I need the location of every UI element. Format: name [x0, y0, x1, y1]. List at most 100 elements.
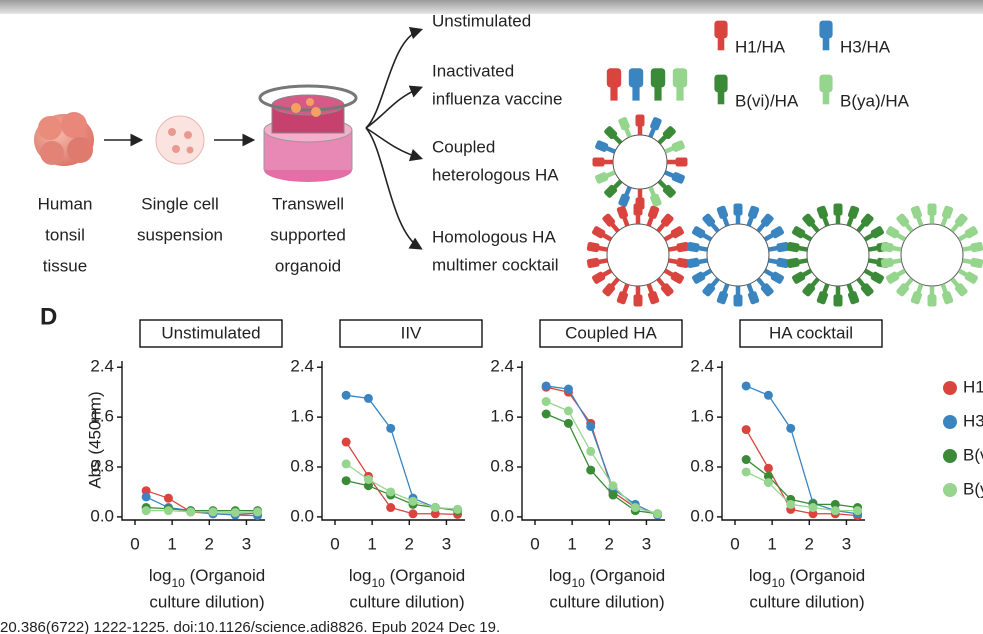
antibody-stem: [663, 268, 674, 278]
legend-label: B(ya): [963, 479, 983, 498]
x-axis-label: culture dilution): [749, 592, 864, 611]
data-point: [541, 409, 551, 419]
antibody-head: [880, 257, 894, 269]
antibody-icon: [819, 74, 833, 105]
condition-label: Unstimulated: [432, 11, 531, 30]
data-point: [586, 421, 596, 431]
antibody-stem: [957, 268, 968, 278]
antibody-stem: [916, 216, 924, 227]
antibody-head: [885, 226, 900, 239]
antibody-head: [633, 203, 643, 216]
protein-label: B(ya)/HA: [840, 91, 910, 110]
antibody-stem: [667, 159, 677, 165]
chart-title: IIV: [401, 323, 422, 342]
antibody-icon: [733, 286, 743, 307]
protein-label: B(vi)/HA: [735, 91, 799, 110]
antibody-stem: [962, 245, 973, 252]
antibody-stem: [756, 277, 766, 288]
antibody-head: [964, 226, 979, 239]
antibody-head: [819, 74, 833, 93]
antibody-icon: [714, 20, 728, 51]
antibody-icon: [768, 241, 790, 253]
data-point: [363, 474, 373, 484]
antibody-head: [847, 291, 860, 305]
antibody-head: [616, 205, 629, 219]
antibody-stem: [717, 37, 725, 51]
x-tick-label: 2: [205, 534, 214, 553]
antibody-stem: [605, 146, 616, 154]
antibody-icon: [657, 126, 676, 145]
data-point: [341, 390, 351, 400]
legend-marker: [943, 449, 957, 463]
window-edge: [0, 0, 983, 14]
series-line: [345, 463, 458, 511]
antibody-stem: [962, 258, 973, 265]
antibody-icon: [885, 268, 907, 284]
antibody-head: [691, 271, 706, 284]
antibody-head: [628, 68, 644, 88]
x-tick-label: 0: [730, 534, 739, 553]
antibody-head: [927, 294, 937, 307]
antibody-icon: [646, 283, 660, 305]
step-label: Transwell: [272, 194, 344, 213]
data-point: [741, 467, 751, 477]
antibody-stem: [856, 277, 866, 288]
antibody-head: [802, 213, 816, 227]
antibody-stem: [622, 283, 630, 294]
antibody-icon: [672, 68, 688, 101]
antibody-icon: [927, 203, 937, 224]
antibody-stem: [863, 232, 874, 242]
antibody-head: [670, 271, 685, 284]
data-point: [786, 423, 796, 433]
x-axis-label: culture dilution): [349, 592, 464, 611]
antibody-icon: [664, 170, 685, 184]
antibody-icon: [962, 241, 983, 253]
antibody-icon: [586, 241, 608, 253]
antibody-icon: [686, 257, 708, 269]
y-tick-label: 1.6: [690, 407, 714, 426]
antibody-icon: [927, 286, 937, 307]
data-point: [608, 481, 618, 491]
antibody-stem: [624, 186, 632, 197]
antibody-head: [602, 213, 616, 227]
antibody-icon: [716, 205, 730, 227]
antibody-stem: [635, 286, 641, 296]
y-tick-label: 2.4: [290, 357, 314, 376]
x-label-subscript: 10: [572, 576, 586, 590]
antibody-stem: [602, 232, 613, 242]
antibody-head: [716, 205, 729, 219]
series-line: [545, 413, 658, 515]
antibody-stem: [746, 283, 754, 294]
antibody-icon: [656, 277, 674, 297]
antibody-head: [954, 283, 968, 297]
antibody-icon: [950, 277, 968, 297]
antibody-head: [954, 213, 968, 227]
antibody-head: [786, 241, 800, 253]
condition-label: Coupled: [432, 137, 495, 156]
antibody-head: [770, 226, 785, 239]
antibody-stem: [664, 146, 675, 154]
antibody-head: [816, 291, 829, 305]
step-label: tonsil: [45, 225, 85, 244]
antibody-head: [662, 126, 676, 140]
panel-label: D: [40, 303, 57, 330]
data-point: [430, 503, 440, 513]
antibody-icon: [586, 257, 608, 269]
condition-label: heterologous HA: [432, 165, 559, 184]
antibody-stem: [656, 277, 666, 288]
antibody-icon: [657, 179, 676, 198]
x-axis-label: log10 (Organoid: [749, 566, 865, 590]
data-point: [741, 455, 751, 465]
antibody-head: [662, 184, 676, 198]
x-label-subscript: 10: [172, 576, 186, 590]
legend-label: H1: [963, 377, 983, 396]
data-point: [586, 446, 596, 456]
step-label: Single cell: [141, 194, 219, 213]
antibody-head: [833, 203, 843, 216]
antibody-icon: [833, 286, 843, 307]
antibody-head: [702, 283, 716, 297]
antibody-stem: [646, 216, 654, 227]
antibody-icon: [650, 68, 666, 101]
antibody-icon: [957, 268, 979, 284]
